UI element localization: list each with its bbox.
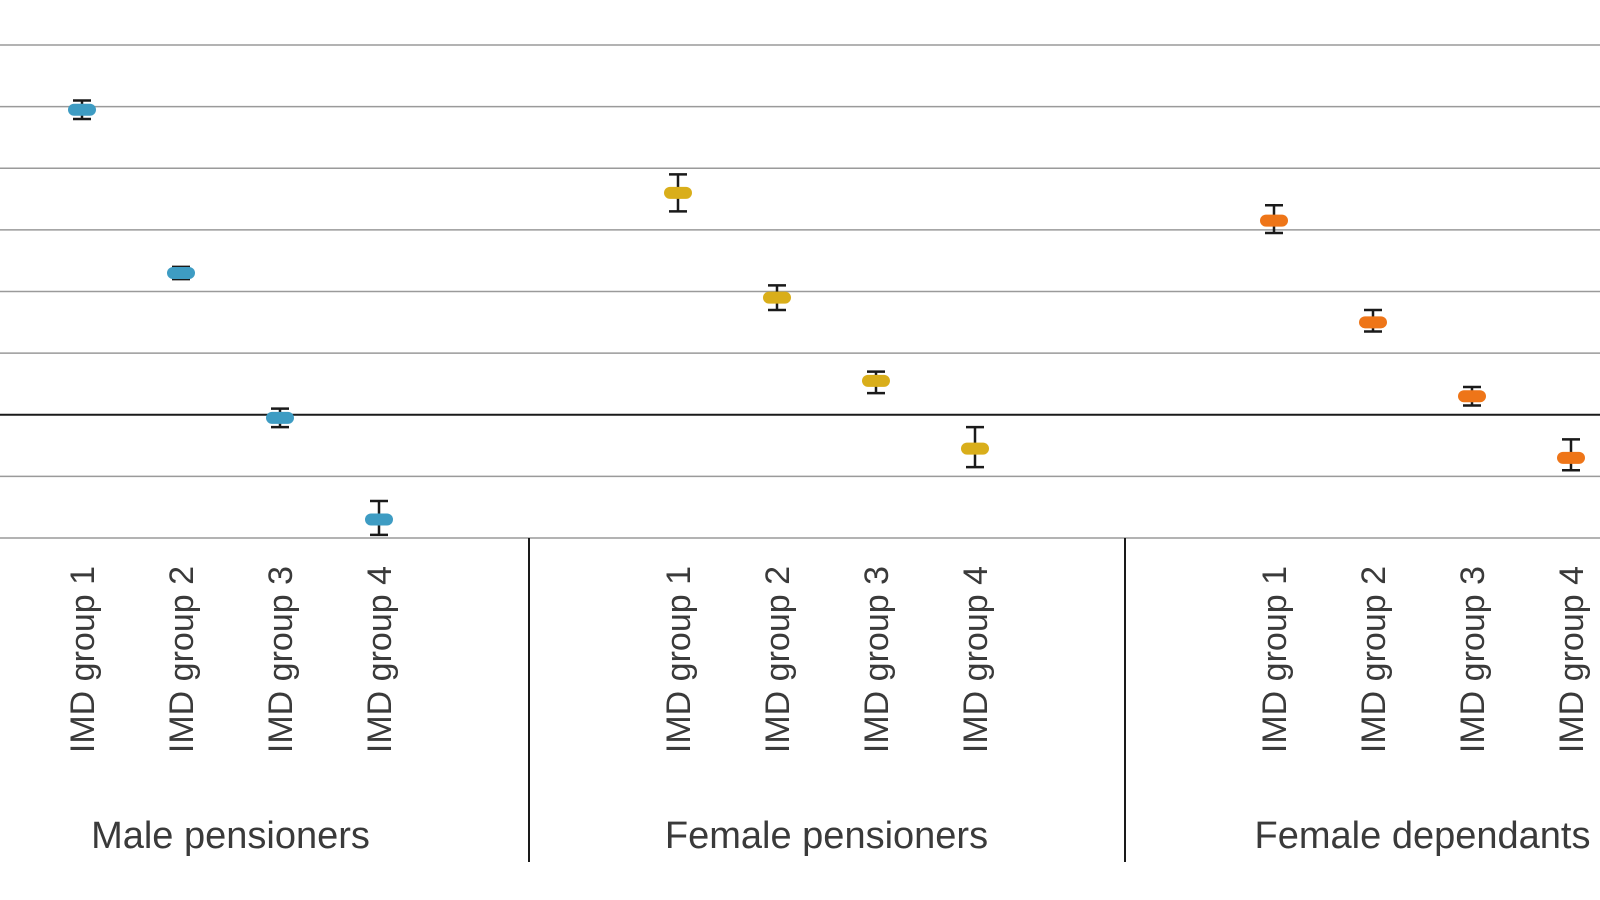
data-marks bbox=[68, 99, 1585, 537]
data-point bbox=[1359, 316, 1387, 329]
category-tick-label: IMD group 4 bbox=[361, 566, 399, 753]
group-label: Female pensioners bbox=[665, 815, 988, 857]
group-label: Female dependants bbox=[1255, 815, 1591, 857]
data-point bbox=[862, 374, 890, 387]
category-tick-label: IMD group 3 bbox=[262, 566, 300, 753]
category-tick-label: IMD group 3 bbox=[858, 566, 896, 753]
category-tick-label: IMD group 1 bbox=[64, 566, 102, 753]
group-dividers bbox=[528, 538, 1126, 862]
category-tick-label: IMD group 2 bbox=[163, 566, 201, 753]
data-point bbox=[68, 103, 96, 116]
category-tick-label: IMD group 4 bbox=[957, 566, 995, 753]
data-point bbox=[167, 267, 195, 280]
data-point bbox=[1557, 451, 1585, 464]
group-labels: Male pensioners Female pensioners Female d… bbox=[91, 815, 1590, 857]
category-tick-label: IMD group 1 bbox=[660, 566, 698, 753]
category-tick-label: IMD group 2 bbox=[759, 566, 797, 753]
data-point bbox=[664, 186, 692, 199]
category-tick-label: IMD group 3 bbox=[1454, 566, 1492, 753]
data-point bbox=[1260, 214, 1288, 227]
gridlines bbox=[0, 44, 1600, 539]
category-tick-label: IMD group 1 bbox=[1256, 566, 1294, 753]
data-point bbox=[266, 411, 294, 424]
data-point bbox=[763, 291, 791, 304]
data-point bbox=[365, 513, 393, 526]
category-tick-label: IMD group 4 bbox=[1553, 566, 1591, 753]
category-tick-label: IMD group 2 bbox=[1355, 566, 1393, 753]
category-tick-labels: IMD group 1 IMD group 2 IMD group 3 IMD gro… bbox=[64, 566, 1591, 753]
group-label: Male pensioners bbox=[91, 815, 370, 857]
data-point bbox=[1458, 390, 1486, 403]
data-point bbox=[961, 442, 989, 455]
